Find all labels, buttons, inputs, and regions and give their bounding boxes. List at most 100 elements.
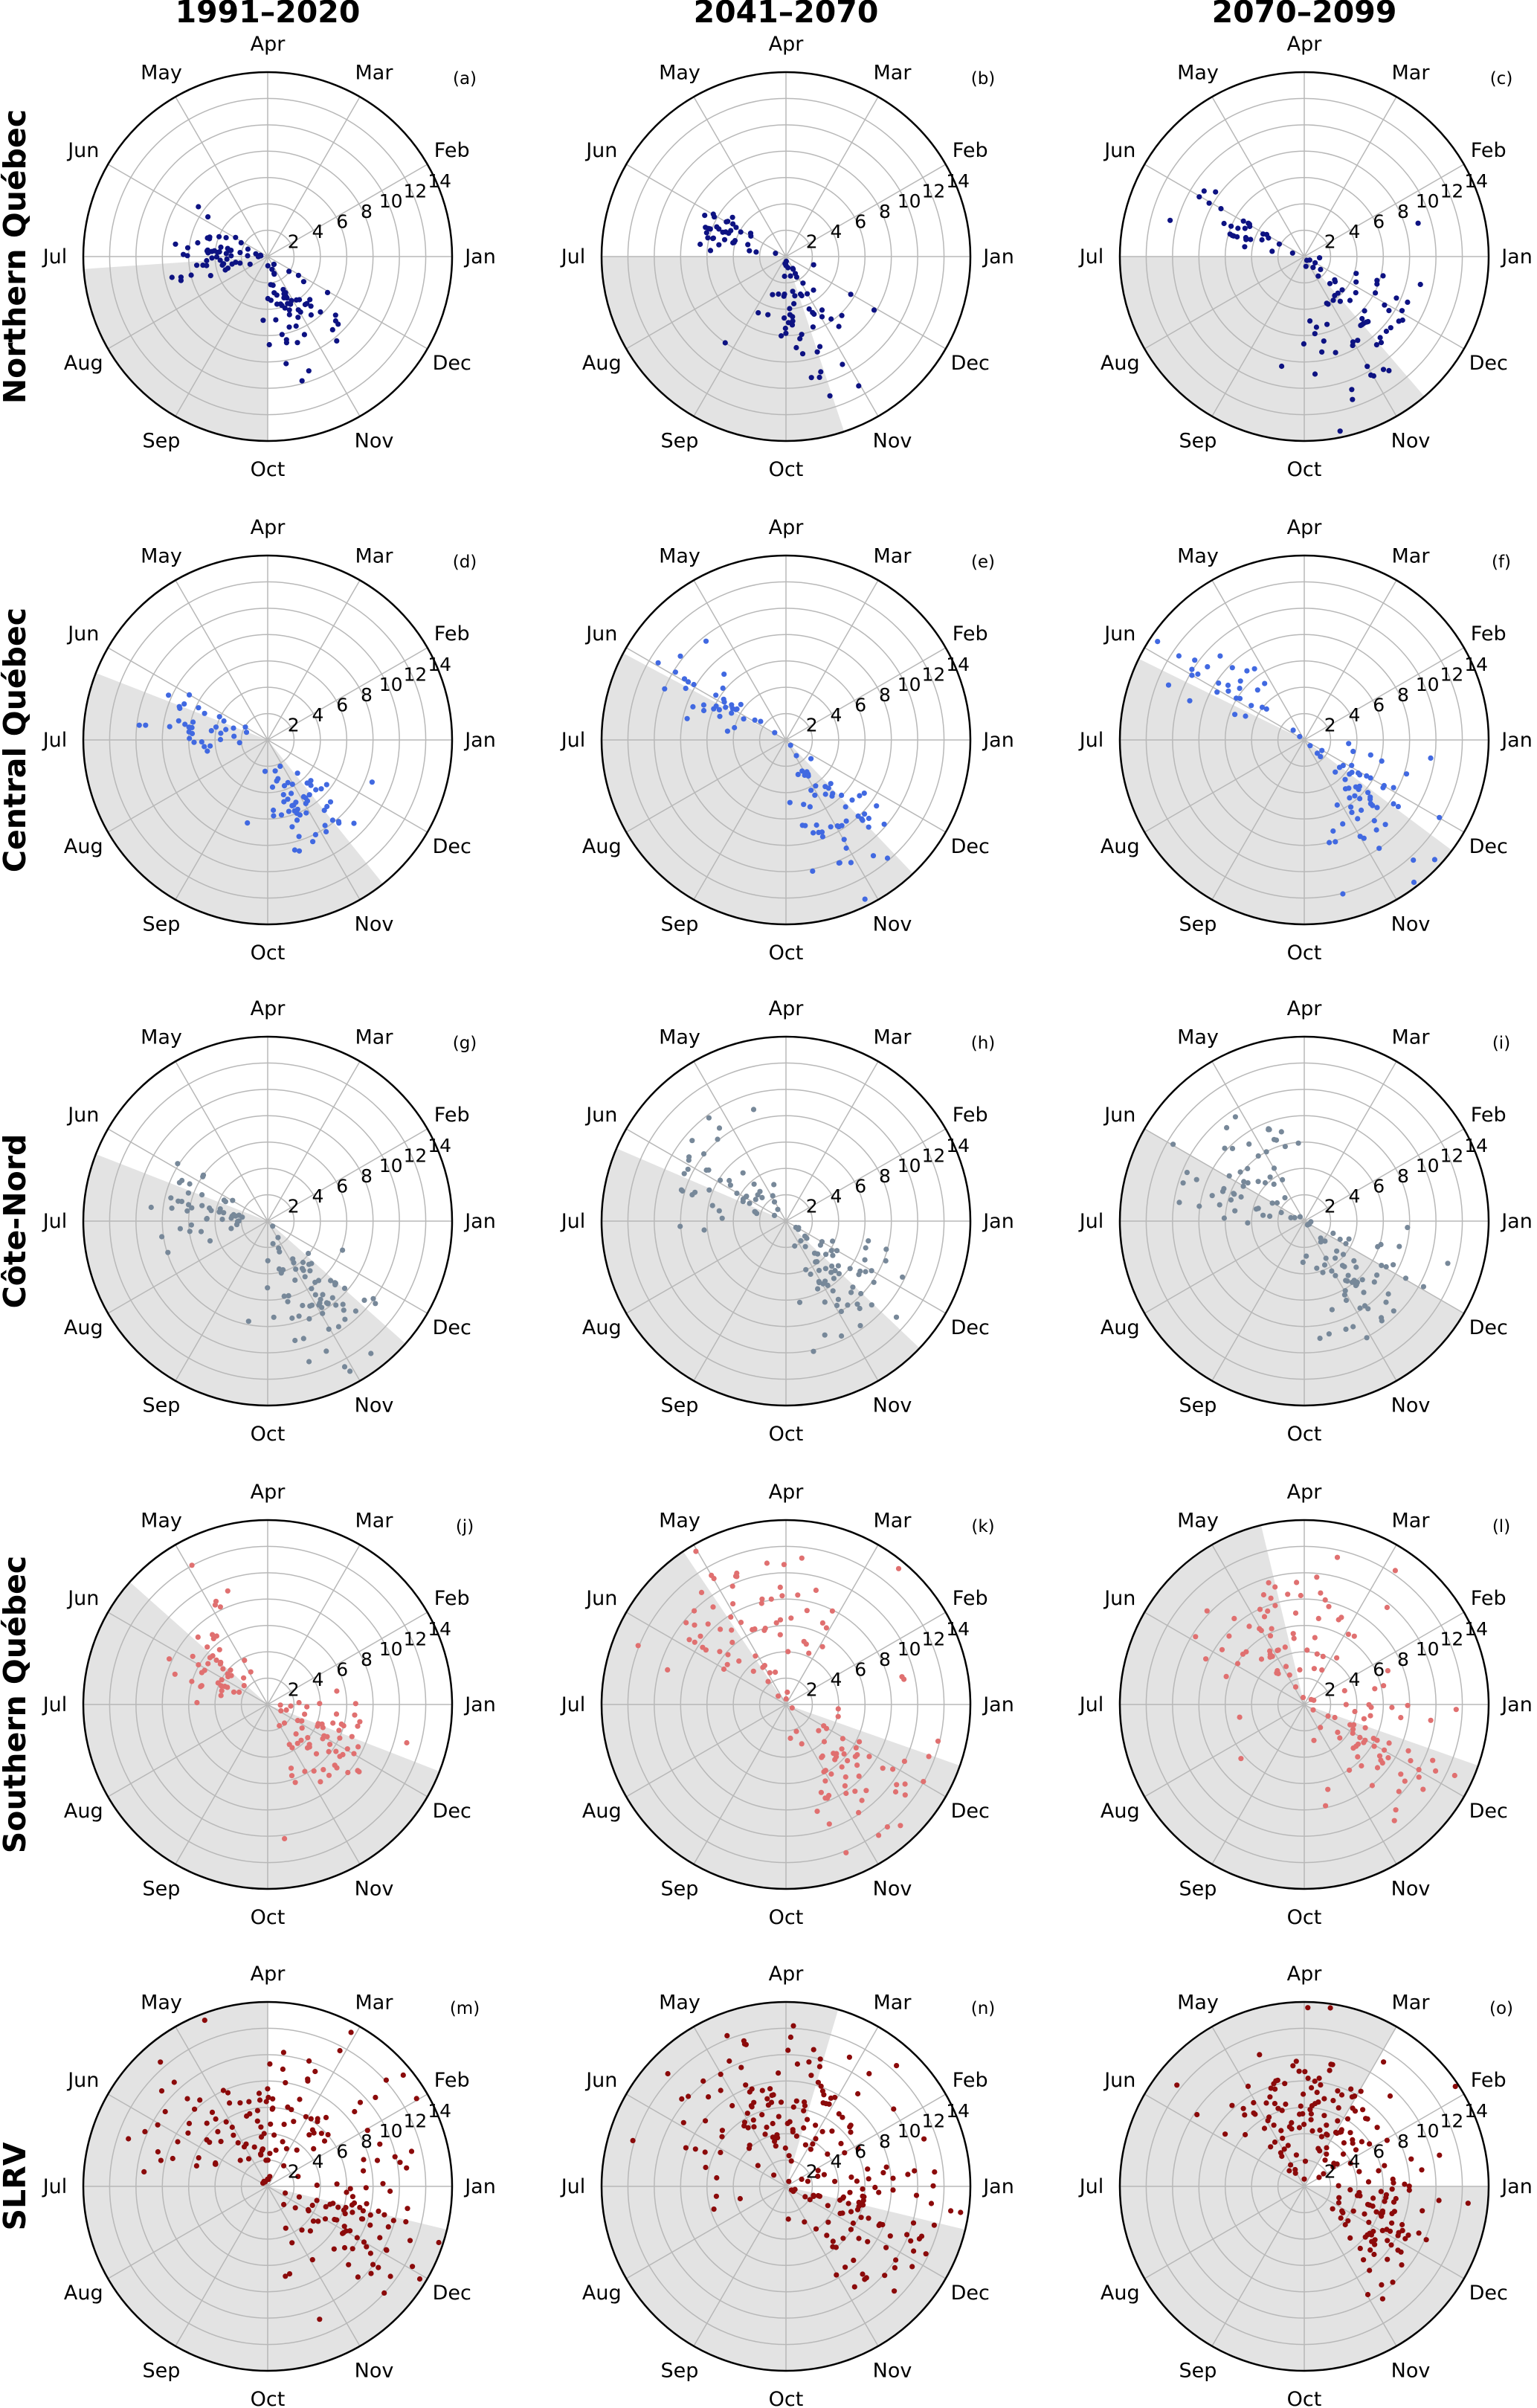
radial-tick-label: 2 (288, 2160, 300, 2182)
data-point (1374, 805, 1380, 811)
data-point (1300, 1259, 1306, 1265)
data-point (838, 1308, 844, 1315)
data-point (815, 2173, 821, 2179)
radial-tick-label: 14 (1464, 654, 1488, 675)
data-point (787, 742, 793, 748)
data-point (349, 2246, 355, 2252)
radial-tick-label: 4 (1349, 1185, 1361, 1207)
data-point (413, 2096, 419, 2102)
data-point (267, 2151, 273, 2157)
data-point (1382, 302, 1388, 308)
data-point (908, 2238, 914, 2244)
angular-gridline (625, 1612, 787, 1705)
data-point (294, 1740, 300, 1746)
data-point (723, 704, 729, 710)
data-point (185, 1190, 191, 1196)
month-label: May (1177, 1991, 1219, 2014)
data-point (805, 291, 811, 297)
data-point (207, 273, 213, 279)
angular-gridline (267, 256, 428, 350)
data-point (818, 369, 824, 375)
data-point (1349, 809, 1355, 815)
angular-gridline (175, 1060, 268, 1222)
data-point (1289, 2126, 1295, 2132)
data-point (828, 824, 834, 830)
data-point (690, 704, 696, 710)
data-point (819, 1620, 825, 1626)
angular-gridline (625, 739, 787, 833)
data-point (1330, 1230, 1336, 1236)
data-point (216, 234, 222, 239)
data-point (245, 2156, 252, 2162)
data-point (1289, 250, 1295, 256)
data-point (909, 2264, 915, 2270)
data-point (361, 2168, 367, 2174)
data-point (1189, 666, 1195, 672)
data-point (186, 729, 192, 735)
data-point (293, 799, 299, 805)
data-point (335, 1324, 341, 1330)
data-point (231, 733, 237, 739)
data-point (1344, 1278, 1350, 1284)
data-point (207, 1205, 213, 1211)
data-point (1225, 688, 1231, 694)
month-label: Oct (251, 1906, 286, 1929)
data-point (1318, 2134, 1324, 2140)
data-point (221, 718, 227, 724)
data-point (328, 1278, 334, 1284)
radial-tick-label: 2 (1324, 231, 1336, 252)
data-point (829, 2128, 835, 2134)
data-point (802, 2102, 808, 2109)
data-point (1385, 1291, 1391, 1297)
data-point (325, 1301, 331, 1307)
data-point (872, 2184, 878, 2190)
data-point (840, 2194, 846, 2200)
month-label: Mar (355, 1509, 394, 1532)
data-point (795, 771, 801, 777)
data-point (830, 1288, 836, 1294)
data-point (247, 2111, 253, 2116)
data-point (1297, 1214, 1303, 1220)
data-point (1388, 2242, 1394, 2248)
data-point (1389, 1704, 1395, 1710)
data-point (1337, 298, 1343, 304)
data-point (290, 1256, 296, 1262)
month-label: Sep (143, 1394, 181, 1417)
data-point (294, 817, 300, 823)
data-point (1355, 338, 1361, 344)
month-label: Nov (873, 430, 912, 453)
data-point (1296, 2125, 1303, 2131)
angular-gridline (267, 1220, 428, 1314)
data-point (1170, 1142, 1176, 1147)
angular-gridline (1144, 164, 1305, 257)
angular-gridline (1211, 96, 1305, 257)
data-point (1246, 1141, 1252, 1147)
data-point (895, 1565, 902, 1571)
data-point (686, 2093, 692, 2099)
month-label: Sep (661, 430, 699, 453)
data-point (337, 1754, 343, 1760)
data-point (1244, 668, 1250, 674)
data-point (345, 1769, 351, 1776)
data-point (205, 1661, 211, 1667)
data-point (302, 1711, 308, 1717)
data-point (235, 2140, 241, 2145)
data-point (1386, 367, 1392, 373)
data-point (317, 1300, 323, 1306)
data-point (808, 2146, 813, 2152)
data-point (706, 2094, 712, 2100)
panels: 2 4 6 8 10 12 14JanFebMarAprMayJunJulAugSepOct… (42, 33, 1533, 2408)
angular-gridline (1211, 2186, 1305, 2347)
month-label: May (141, 1991, 182, 2014)
data-point (926, 1754, 932, 1760)
data-point (1340, 2209, 1346, 2215)
angular-gridline (693, 739, 787, 901)
data-point (882, 2273, 888, 2279)
data-point (1398, 1715, 1404, 1721)
data-point (848, 860, 854, 866)
data-point (1347, 2130, 1353, 2136)
data-point (681, 676, 688, 682)
data-point (782, 273, 787, 280)
data-point (361, 2239, 367, 2245)
angular-gridline (1144, 739, 1305, 833)
